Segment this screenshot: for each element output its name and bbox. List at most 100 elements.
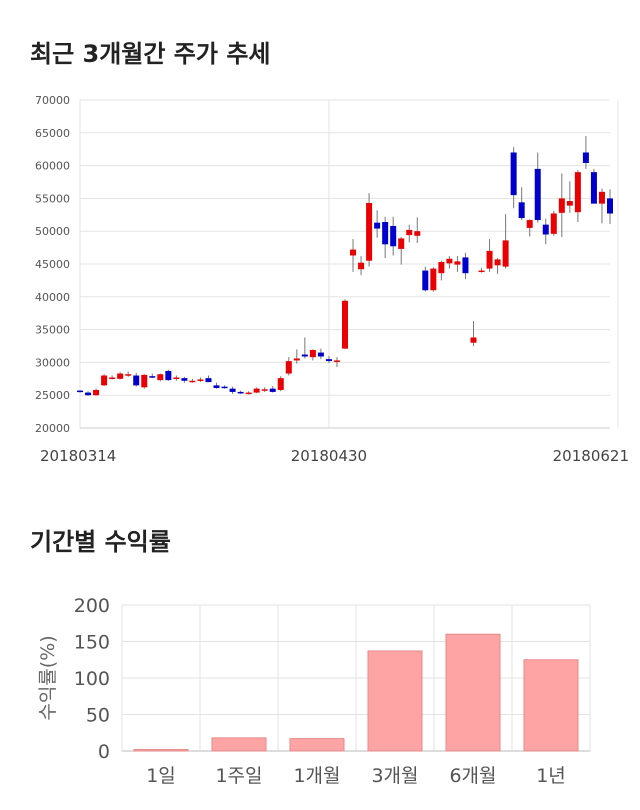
y-tick-label: 150 (74, 632, 110, 654)
candle-body (245, 392, 252, 395)
candle-chart-title: 최근 3개월간 주가 추세 (30, 40, 271, 68)
y-tick-label: 35000 (35, 324, 70, 337)
return-bar (133, 749, 189, 752)
y-tick-label: 50000 (35, 225, 70, 238)
candle-body (149, 376, 156, 378)
return-bar (445, 633, 501, 752)
y-axis-label: 수익률(%) (37, 635, 59, 720)
candle-body (269, 388, 276, 392)
candle-body (93, 389, 100, 396)
candle-body (141, 374, 148, 388)
candle-body (117, 373, 124, 379)
candle-body (526, 220, 533, 228)
candle-body (342, 300, 348, 349)
x-tick-label: 3개월 (371, 765, 418, 787)
candle-body (221, 386, 228, 389)
candle-body (406, 229, 413, 236)
candle-body (133, 375, 140, 386)
candle-body (261, 389, 268, 391)
candle-body (181, 378, 188, 381)
y-tick-label: 20000 (35, 422, 70, 435)
candle-body (534, 168, 541, 221)
candle-body (422, 270, 429, 291)
candle-body (173, 377, 180, 379)
candle-body (301, 354, 308, 357)
candle-body (470, 337, 477, 343)
candle-body (390, 225, 397, 247)
candle-body (582, 152, 589, 163)
y-tick-label: 30000 (35, 356, 70, 369)
y-tick-label: 40000 (35, 291, 70, 304)
candle-body (277, 378, 284, 390)
x-tick-label: 20180430 (291, 447, 367, 465)
candle-body (462, 257, 469, 274)
candle-body (293, 358, 300, 361)
x-tick-label: 20180314 (40, 447, 116, 465)
y-tick-label: 65000 (35, 127, 70, 140)
candle-body (550, 213, 557, 234)
candle-body (253, 388, 260, 393)
candle-body (486, 250, 493, 269)
candle-body (598, 191, 605, 204)
y-tick-label: 50 (86, 705, 110, 727)
y-tick-label: 70000 (35, 94, 70, 107)
candle-body (590, 172, 597, 204)
return-bar (367, 650, 423, 752)
candle-body (398, 238, 405, 249)
candle-body (438, 262, 445, 274)
y-tick-label: 45000 (35, 258, 70, 271)
candle-body (454, 261, 461, 265)
candle-body (542, 224, 549, 235)
x-tick-label: 6개월 (449, 765, 496, 787)
x-tick-label: 1주일 (215, 765, 262, 787)
candle-body (366, 202, 373, 261)
candle-body (189, 380, 196, 383)
candle-body (157, 374, 164, 381)
candle-body (285, 361, 292, 374)
candle-body (446, 258, 453, 264)
candle-body (101, 375, 108, 386)
candle-body (325, 359, 332, 362)
candle-body (125, 374, 132, 376)
y-tick-label: 200 (74, 595, 110, 617)
candle-body (77, 390, 83, 393)
candle-body (510, 152, 517, 196)
candle-body (494, 259, 501, 266)
candlestick-chart: 20000 25000 30000 35000 40000 45000 50000 55000… (35, 94, 629, 465)
return-bar (211, 737, 267, 752)
candle-body (205, 378, 212, 383)
y-tick-label: 25000 (35, 389, 70, 402)
candle-body (333, 360, 340, 362)
candle-body (358, 262, 365, 270)
candle-body (502, 240, 509, 267)
candle-body (237, 391, 244, 394)
returns-chart-title: 기간별 수익률 (30, 528, 171, 556)
candle-body (566, 201, 573, 206)
x-tick-label: 1년 (536, 765, 566, 787)
x-tick-label: 20180621 (553, 447, 629, 465)
candle-body (309, 349, 316, 358)
candle-body (350, 249, 357, 256)
y-tick-label: 100 (74, 668, 110, 690)
candle-body (85, 392, 92, 396)
candle-body (518, 202, 525, 219)
candle-body (414, 231, 421, 236)
y-tick-label: 0 (98, 741, 110, 763)
candle-body (607, 198, 613, 214)
return-bar (289, 738, 345, 752)
y-tick-label: 60000 (35, 160, 70, 173)
candle-body (374, 222, 381, 229)
candle-body (109, 377, 116, 379)
x-tick-label: 1일 (146, 765, 176, 787)
candle-body (574, 172, 581, 213)
y-tick-label: 55000 (35, 192, 70, 205)
candle-body (317, 352, 324, 357)
candle-body (430, 268, 437, 291)
candle-body (558, 198, 565, 213)
return-bar (523, 659, 579, 752)
candle-body (478, 270, 485, 273)
candle-body (165, 370, 172, 381)
candle-body (197, 379, 204, 381)
candle-body (213, 385, 220, 388)
